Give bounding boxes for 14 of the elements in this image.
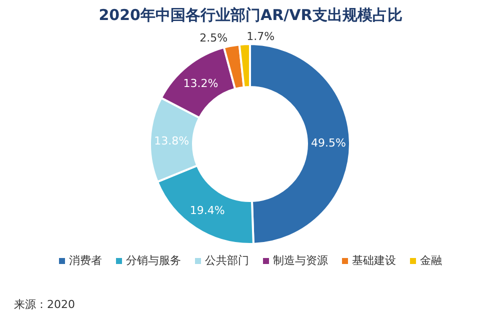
data-label: 2.5% — [200, 32, 228, 45]
data-label: 19.4% — [190, 204, 225, 217]
data-label: 49.5% — [311, 136, 346, 150]
data-label: 1.7% — [246, 30, 275, 44]
legend-label: 消费者 — [69, 254, 102, 267]
legend-label: 金融 — [420, 254, 442, 267]
data-label: 13.8% — [154, 134, 190, 148]
legend-label: 分销与服务 — [126, 254, 181, 267]
legend-label: 制造与资源 — [273, 254, 328, 267]
data-label: 13.2% — [183, 76, 218, 90]
chart-title: 2020年中国各行业部门AR/VR支出规模占比 — [98, 6, 402, 24]
source-note: 来源：2020 — [14, 298, 75, 311]
legend-label: 公共部门 — [205, 254, 249, 267]
legend-label: 基础建设 — [352, 254, 396, 267]
